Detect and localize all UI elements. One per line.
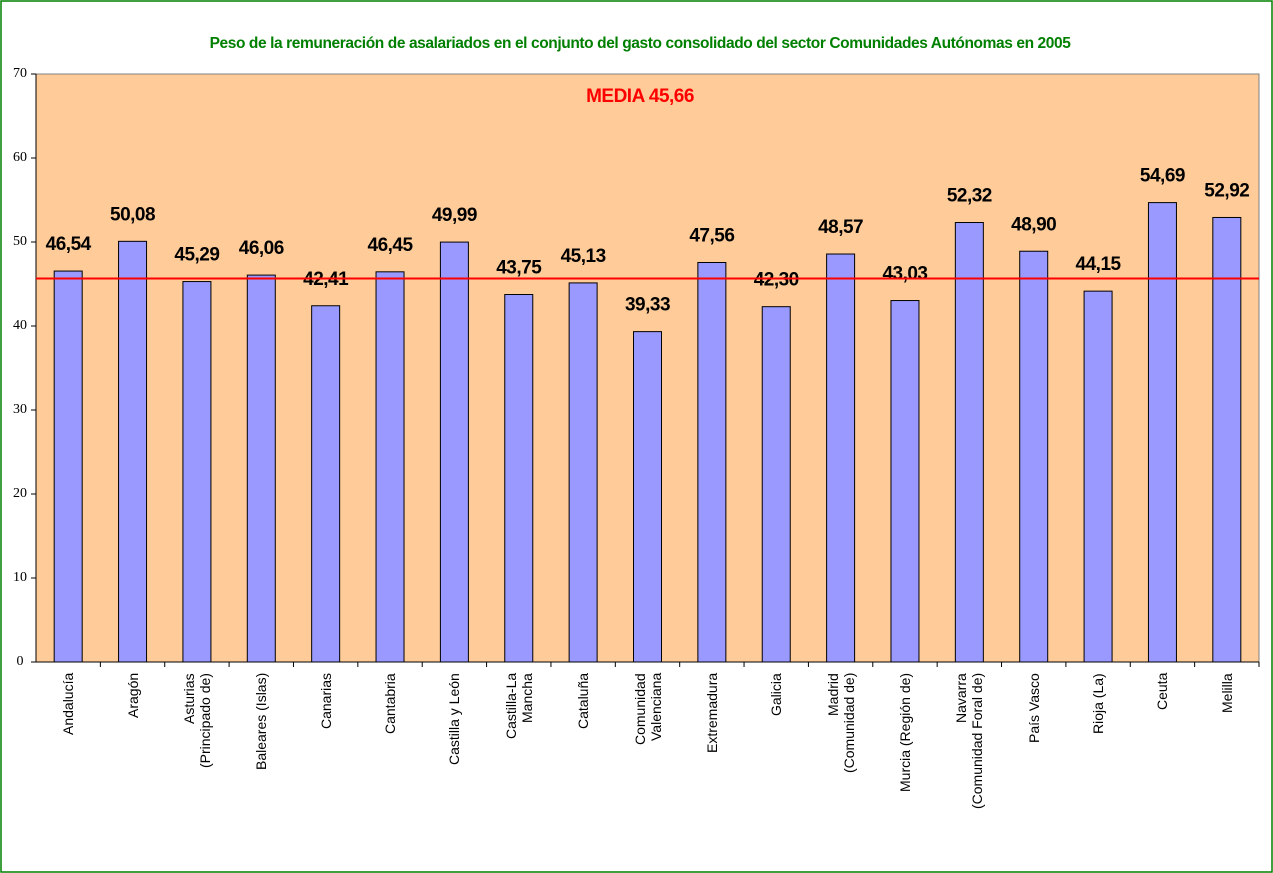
- x-tick-label: Navarra (Comunidad Foral de): [953, 673, 986, 810]
- x-tick-label: Murcia (Región de): [896, 673, 913, 793]
- bar: [504, 294, 534, 663]
- bar: [118, 240, 148, 663]
- x-tick-label: Aragón: [124, 673, 141, 719]
- x-tick-label: Melilla: [1218, 673, 1235, 713]
- x-tick-label: Extremadura: [703, 673, 720, 754]
- value-label: 45,13: [561, 246, 606, 267]
- value-label: 47,56: [689, 226, 734, 247]
- value-label: 54,69: [1140, 166, 1185, 187]
- x-tick-label: Andalucía: [60, 673, 77, 736]
- value-label: 52,92: [1204, 180, 1249, 201]
- x-tick-label: Asturias (Principado de): [180, 673, 213, 768]
- bar: [1019, 250, 1049, 663]
- value-label: 42,30: [754, 270, 799, 291]
- value-label: 48,57: [818, 217, 863, 238]
- value-label: 43,75: [496, 258, 542, 279]
- bar: [246, 274, 276, 663]
- value-label: 46,06: [239, 238, 284, 259]
- y-tick-label: 70: [13, 66, 27, 81]
- y-tick-label: 60: [13, 150, 27, 165]
- x-tick-label: Rioja (La): [1090, 673, 1107, 734]
- x-tick-label: País Vasco: [1025, 673, 1042, 743]
- bar: [311, 305, 341, 663]
- mean-label: MEDIA 45,66: [586, 86, 694, 107]
- y-tick-label: 30: [13, 402, 27, 417]
- bar: [761, 306, 791, 663]
- x-tick-label: Castilla-La Mancha: [502, 673, 535, 740]
- y-tick-label: 0: [17, 654, 24, 669]
- value-label: 43,03: [882, 264, 927, 285]
- value-label: 39,33: [625, 295, 670, 316]
- value-label: 44,15: [1076, 254, 1122, 275]
- value-label: 46,54: [46, 234, 92, 255]
- x-tick-label: Cataluña: [575, 673, 592, 730]
- value-label: 46,45: [368, 235, 414, 256]
- bar: [53, 270, 83, 663]
- value-label: 45,29: [174, 245, 219, 266]
- y-tick-label: 10: [13, 570, 27, 585]
- bar: [633, 331, 662, 663]
- value-label: 50,08: [110, 204, 155, 225]
- value-label: 49,99: [432, 205, 477, 226]
- x-tick-label: Ceuta: [1154, 673, 1171, 711]
- bar: [182, 281, 212, 663]
- bar: [697, 261, 727, 663]
- x-tick-label: Cantabria: [382, 673, 399, 734]
- bar: [1083, 290, 1113, 663]
- value-label: 52,32: [947, 186, 992, 207]
- x-tick-label: Baleares (Islas): [253, 673, 270, 771]
- x-tick-label: Comunidad Valenciana: [631, 673, 664, 745]
- x-tick-label: Castilla y León: [446, 673, 463, 765]
- bar: [1147, 202, 1177, 663]
- bar: [375, 271, 405, 663]
- value-label: 48,90: [1011, 214, 1056, 235]
- chart-title: Peso de la remuneración de asalariados e…: [210, 35, 1072, 52]
- x-tick-label: Galicia: [768, 673, 785, 716]
- bar: [568, 282, 598, 663]
- y-tick-label: 40: [13, 318, 27, 333]
- bar: [890, 300, 920, 663]
- y-tick-label: 50: [13, 234, 27, 249]
- bar: [439, 241, 469, 663]
- x-tick-label: Canarias: [317, 673, 334, 730]
- bar: [954, 222, 984, 663]
- x-tick-label: Madrid (Comunidad de): [824, 673, 857, 774]
- y-tick-label: 20: [13, 486, 27, 501]
- bar: [1212, 216, 1242, 663]
- bar: [826, 253, 856, 663]
